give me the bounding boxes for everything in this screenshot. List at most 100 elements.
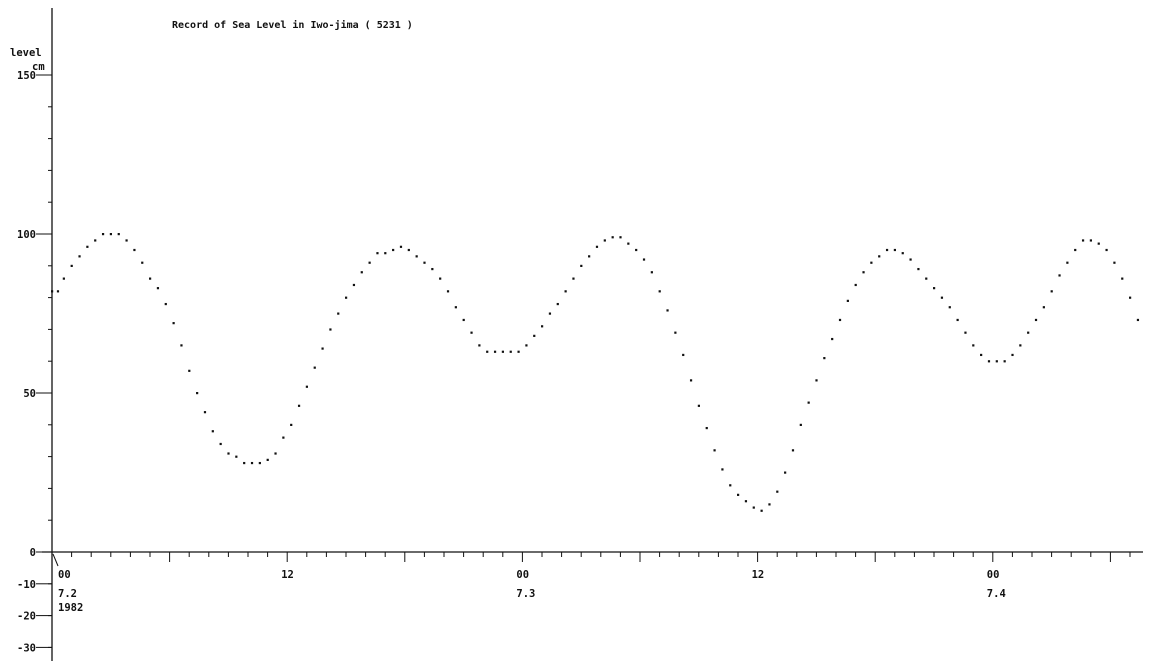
data-point — [117, 233, 120, 236]
data-point — [799, 423, 802, 426]
data-point — [964, 331, 967, 334]
x-date-label: 7.4 — [987, 588, 1006, 600]
data-point — [760, 509, 763, 512]
data-point — [156, 287, 160, 290]
data-point — [517, 350, 520, 353]
data-point — [431, 267, 434, 271]
data-point — [917, 267, 920, 271]
data-point — [258, 461, 261, 465]
data-point — [172, 322, 175, 325]
data-point — [203, 411, 207, 414]
data-point — [51, 290, 54, 293]
x-tick-label: 00 — [58, 569, 71, 581]
data-point — [313, 366, 316, 369]
data-point — [893, 248, 896, 252]
data-point — [235, 455, 238, 458]
data-point — [603, 239, 606, 242]
data-point — [768, 503, 771, 506]
data-point — [94, 239, 97, 242]
data-point — [149, 277, 152, 280]
data-point — [972, 344, 975, 347]
data-point — [901, 252, 904, 255]
data-point — [611, 236, 614, 239]
x-ticks: 00 7.2 1982 12 00 7.3 12 00 7.4 — [51, 552, 1131, 614]
data-point — [493, 350, 497, 353]
data-point — [658, 290, 661, 293]
data-point — [1081, 239, 1085, 242]
y-ticks: 150 100 50 0 -10 -20 -30 — [17, 70, 52, 654]
data-point — [721, 468, 724, 471]
x-date-label: 7.3 — [516, 588, 535, 600]
data-point — [86, 245, 89, 248]
data-point — [399, 245, 403, 248]
data-point — [415, 255, 418, 258]
data-point — [697, 404, 700, 407]
data-point — [266, 458, 269, 461]
data-point — [423, 261, 426, 264]
data-point — [870, 261, 873, 264]
data-point — [862, 271, 865, 274]
x-date-label: 7.2 — [58, 588, 77, 600]
x-tick-label: 00 — [516, 569, 529, 581]
y-axis-label: level — [10, 47, 42, 59]
x-year-label: 1982 — [58, 602, 83, 614]
data-point — [595, 245, 599, 248]
data-point — [1011, 353, 1014, 357]
data-point — [1066, 261, 1069, 264]
data-point — [125, 239, 128, 242]
data-point — [290, 423, 293, 426]
data-point — [439, 277, 442, 280]
data-point — [689, 379, 693, 382]
data-point — [1003, 360, 1006, 363]
data-point — [823, 357, 826, 360]
data-point — [509, 350, 512, 353]
data-point — [705, 426, 708, 430]
data-point — [501, 350, 504, 353]
data-point — [956, 318, 959, 322]
data-point — [878, 255, 881, 258]
data-point — [635, 248, 638, 252]
x-tick-label: 12 — [752, 569, 765, 581]
data-point — [650, 271, 653, 274]
y-tick-label: -20 — [17, 611, 36, 623]
data-point — [572, 277, 575, 280]
data-point — [368, 261, 371, 264]
y-tick-label: -30 — [17, 642, 36, 654]
data-point — [580, 264, 583, 267]
data-point — [141, 261, 144, 264]
data-point — [188, 369, 191, 372]
data-point — [1058, 274, 1061, 277]
data-point — [1097, 242, 1100, 245]
x-tick-label: 00 — [987, 569, 1000, 581]
data-point — [1050, 290, 1053, 293]
data-point — [1136, 318, 1140, 322]
data-point — [674, 331, 677, 334]
data-point — [211, 430, 214, 433]
data-point — [831, 337, 834, 341]
data-point — [250, 461, 254, 465]
data-point — [219, 442, 222, 446]
data-point — [462, 318, 465, 322]
y-tick-label: 0 — [30, 547, 36, 559]
data-point — [454, 306, 457, 309]
data-point — [737, 493, 740, 496]
data-points — [51, 233, 1140, 512]
data-point — [1027, 331, 1030, 334]
data-point — [1129, 296, 1132, 299]
data-point — [392, 248, 395, 252]
data-point — [360, 271, 363, 274]
data-point — [1089, 239, 1092, 242]
data-point — [78, 255, 81, 258]
data-point — [478, 344, 481, 347]
data-point — [62, 277, 65, 280]
data-point — [1113, 261, 1116, 264]
data-point — [70, 264, 73, 267]
data-point — [376, 252, 379, 255]
data-point — [791, 449, 795, 452]
data-point — [1019, 344, 1022, 347]
data-point — [995, 360, 998, 363]
data-point — [282, 436, 285, 439]
data-point — [948, 306, 951, 309]
data-point — [101, 233, 105, 236]
